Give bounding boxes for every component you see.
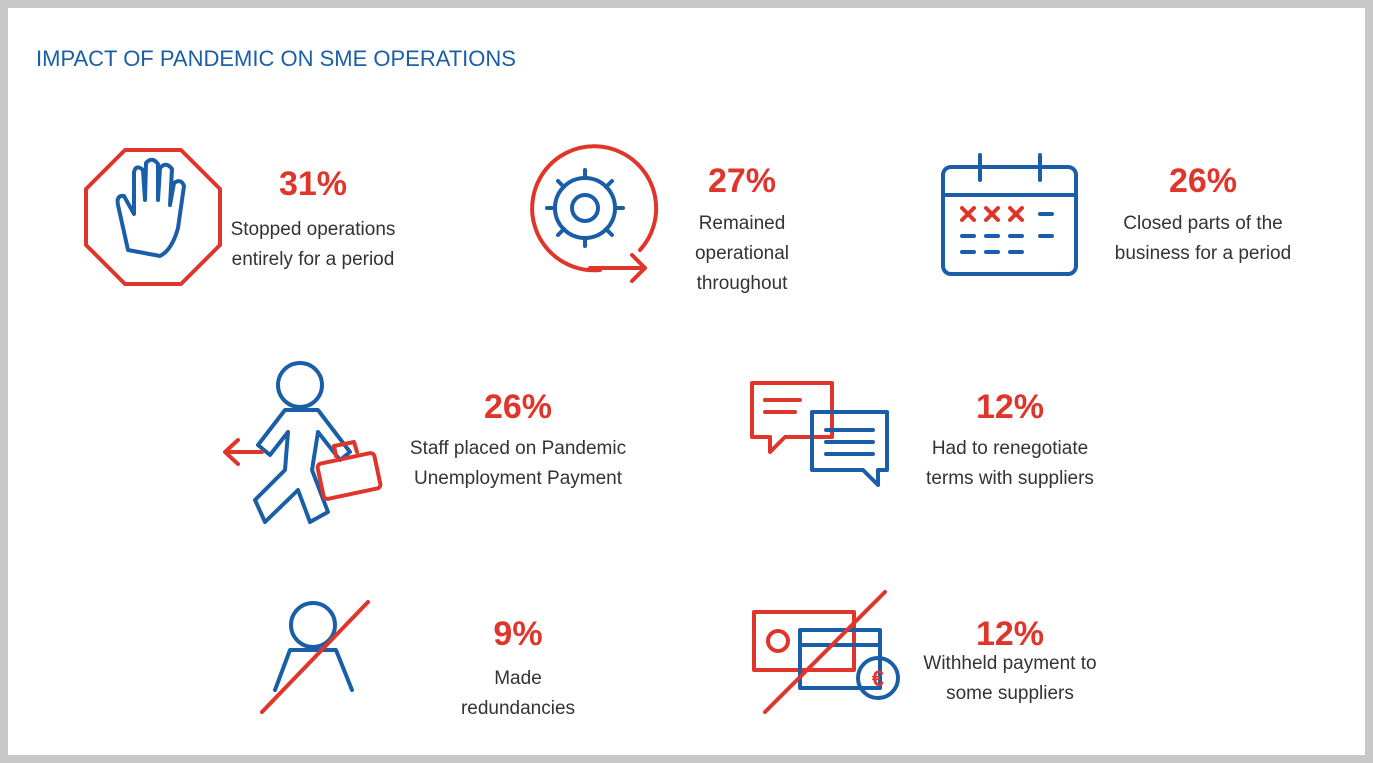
stat-label: some suppliers [946, 683, 1074, 704]
stat-value: 12% [976, 615, 1044, 653]
stat-value: 27% [708, 162, 776, 200]
stat-label: throughout [697, 273, 789, 294]
stat-label: Remained [699, 213, 786, 234]
stat-label: Withheld payment to [923, 653, 1096, 674]
stop-icon [84, 148, 222, 286]
stat-value: 31% [279, 165, 347, 203]
leaving-icon [223, 361, 383, 524]
stat-label: entirely for a period [232, 249, 395, 270]
stat-label: Made [494, 668, 542, 689]
stat-label: business for a period [1115, 243, 1291, 264]
chat-icon [750, 381, 889, 487]
calendar-icon [941, 153, 1078, 276]
stat-label: Closed parts of the [1123, 213, 1282, 234]
stat-value: 12% [976, 388, 1044, 426]
svg-text:€: € [872, 666, 884, 691]
stat-label: Had to renegotiate [932, 438, 1088, 459]
stat-value: 9% [493, 615, 542, 653]
stat-label: redundancies [461, 698, 575, 719]
stat-label: operational [695, 243, 789, 264]
gear-icon [530, 144, 659, 283]
payment-icon: € [752, 590, 900, 714]
stat-value: 26% [484, 388, 552, 426]
stat-value: 26% [1169, 162, 1237, 200]
redundancy-icon [260, 600, 370, 714]
stat-label: Stopped operations [231, 219, 396, 240]
stat-label: Unemployment Payment [414, 468, 623, 489]
stat-label: Staff placed on Pandemic [410, 438, 626, 459]
stat-label: terms with suppliers [926, 468, 1094, 489]
title: IMPACT OF PANDEMIC ON SME OPERATIONS [36, 46, 516, 71]
